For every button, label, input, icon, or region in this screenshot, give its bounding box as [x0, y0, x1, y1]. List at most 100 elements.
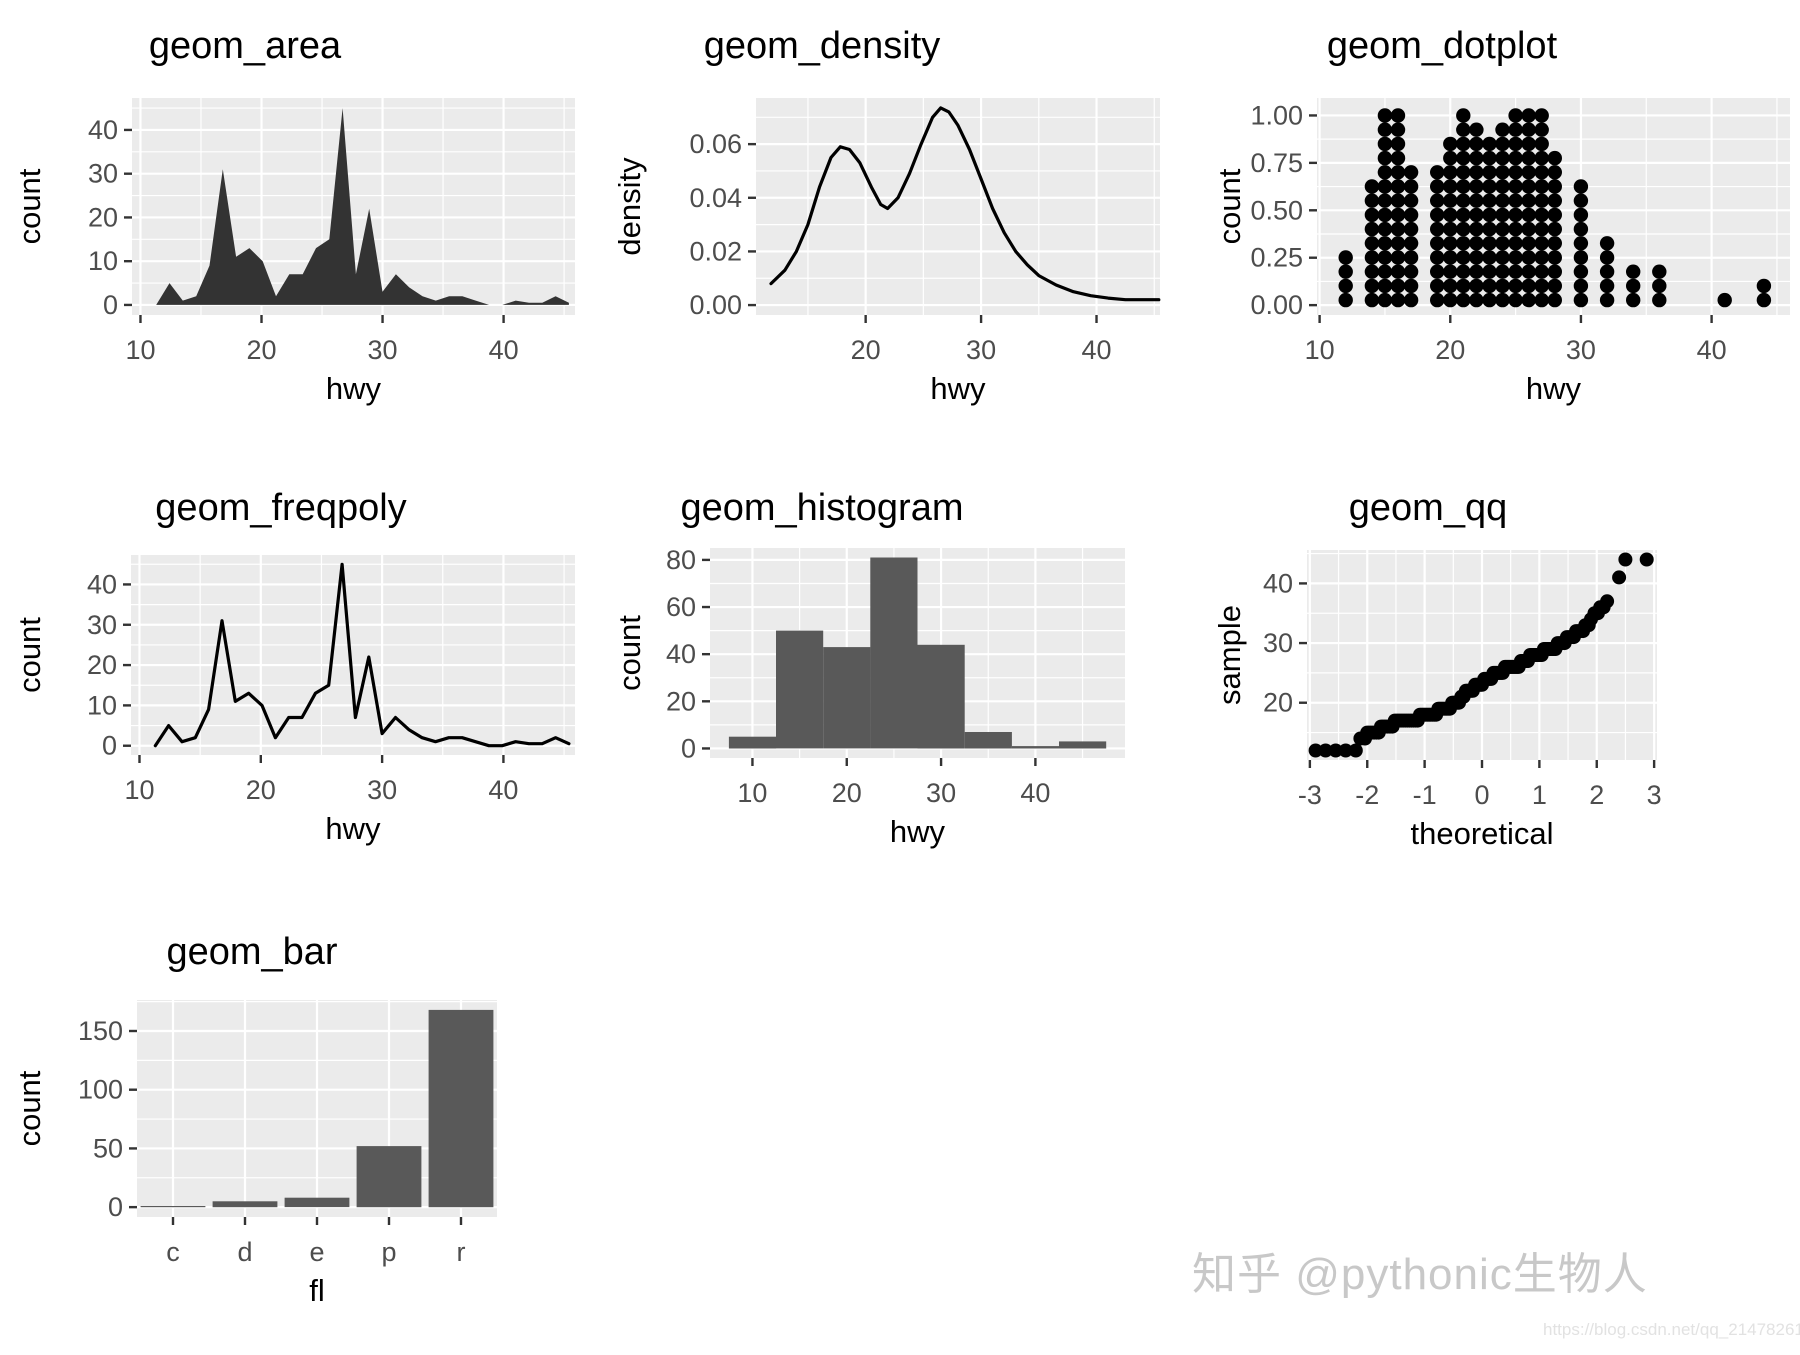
dot [1534, 264, 1549, 279]
y-tick-label: 0 [103, 290, 118, 320]
dot [1482, 236, 1497, 251]
dot [1364, 179, 1380, 194]
x-tick-label: 1 [1532, 780, 1547, 810]
empty-cell [600, 880, 1200, 1350]
dot [1377, 278, 1393, 294]
x-tick-label: 10 [125, 335, 155, 365]
dot [1534, 250, 1549, 265]
dot [1364, 250, 1380, 265]
y-tick-label: 40 [666, 639, 696, 669]
dot [1390, 207, 1406, 223]
dot [1469, 292, 1484, 308]
dot [1534, 236, 1549, 251]
chart-qq: -3 -2 -1 0 1 2 3 20 30 40 theoretical sample geom_qq [1212, 487, 1662, 851]
dot [1573, 236, 1589, 251]
x-tick-label: -2 [1355, 780, 1379, 810]
dot [1390, 278, 1406, 294]
dot [1430, 179, 1445, 194]
x-axis-title: theoretical [1410, 816, 1553, 851]
dot [1482, 165, 1497, 180]
histogram-bar [870, 557, 918, 749]
dot [1508, 165, 1523, 180]
plot-title: geom_dotplot [1327, 25, 1558, 67]
dot [1508, 122, 1523, 137]
x-tick-label: 3 [1647, 780, 1662, 810]
plot-title: geom_bar [166, 931, 337, 973]
x-tick-label: -1 [1413, 780, 1437, 810]
cell-geom-bar: c d e p r 0 50 100 150 fl count geom_bar [0, 880, 600, 1350]
x-tick-label: 20 [851, 335, 881, 365]
dot [1599, 278, 1615, 294]
dot [1469, 207, 1484, 223]
dot [1573, 221, 1589, 237]
x-axis-title: hwy [326, 371, 382, 406]
dot [1547, 292, 1562, 308]
dot [1469, 165, 1484, 180]
dot [1403, 165, 1419, 180]
dot [1377, 250, 1393, 265]
dot [1443, 165, 1458, 180]
qq-point [1328, 743, 1343, 758]
dot [1364, 221, 1380, 237]
dot [1443, 136, 1458, 152]
dot [1390, 136, 1406, 152]
x-tick-label: 20 [1435, 335, 1465, 365]
y-tick-label: 0 [108, 1192, 123, 1222]
dot [1495, 250, 1510, 265]
dot [1443, 250, 1458, 265]
dot [1495, 292, 1510, 308]
dot [1482, 150, 1497, 166]
watermark-url: https://blog.csdn.net/qq_21478261 [1543, 1320, 1800, 1339]
cell-geom-freqpoly: 10 20 30 40 0 10 20 30 40 hwy count geom_freqpoly [0, 430, 600, 880]
x-tick-label: -3 [1298, 780, 1322, 810]
x-tick-label: 2 [1589, 780, 1604, 810]
dot [1482, 136, 1497, 152]
plot-title: geom_qq [1349, 487, 1507, 529]
qq-point [1318, 743, 1333, 758]
dot [1456, 278, 1471, 294]
dot [1547, 278, 1562, 294]
y-tick-label: 0.06 [689, 129, 742, 159]
dot [1443, 236, 1458, 251]
dot [1377, 221, 1393, 237]
dot [1443, 179, 1458, 194]
plot-title: geom_area [149, 25, 342, 67]
dot [1495, 207, 1510, 223]
y-tick-label: 0.02 [689, 236, 742, 266]
x-tick-label: 30 [368, 335, 398, 365]
dot [1521, 179, 1536, 194]
chart-bar: c d e p r 0 50 100 150 fl count geom_bar [12, 931, 497, 1308]
y-axis-title: count [12, 617, 47, 693]
dot [1508, 221, 1523, 237]
y-tick-label: 0.25 [1250, 243, 1303, 273]
dot [1482, 250, 1497, 265]
x-tick-label: 30 [966, 335, 996, 365]
histogram-bar [776, 630, 824, 749]
dot [1364, 292, 1380, 308]
x-tick-label: 20 [832, 778, 862, 808]
dot [1547, 236, 1562, 251]
dot [1599, 264, 1615, 279]
dot [1403, 264, 1419, 279]
dot [1377, 179, 1393, 194]
dot [1430, 193, 1445, 208]
x-tick-label: 20 [246, 775, 276, 805]
dot [1573, 264, 1589, 279]
dot [1534, 179, 1549, 194]
dot [1443, 221, 1458, 237]
dot [1456, 292, 1471, 308]
dot [1469, 136, 1484, 152]
line-series [153, 562, 571, 748]
dot [1495, 136, 1510, 152]
dot [1443, 292, 1458, 308]
cell-geom-qq: -3 -2 -1 0 1 2 3 20 30 40 theoretical sample geom_qq [1200, 430, 1800, 880]
dot [1521, 221, 1536, 237]
dot [1377, 108, 1393, 123]
qq-point [1600, 594, 1615, 609]
dot [1469, 150, 1484, 166]
area-series [156, 108, 569, 305]
dot [1403, 207, 1419, 223]
x-axis-title: hwy [930, 371, 986, 406]
x-tick-label: 40 [1020, 778, 1050, 808]
